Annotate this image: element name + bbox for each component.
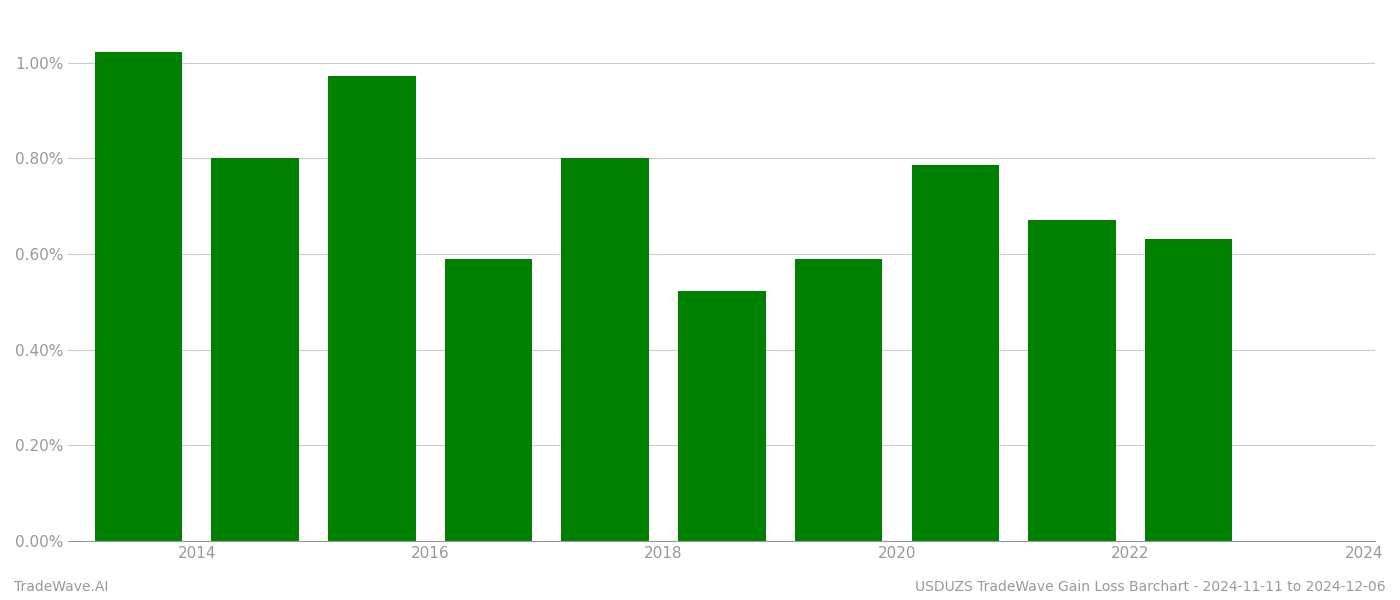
Text: USDUZS TradeWave Gain Loss Barchart - 2024-11-11 to 2024-12-06: USDUZS TradeWave Gain Loss Barchart - 20… bbox=[916, 580, 1386, 594]
Bar bbox=[795, 259, 882, 541]
Bar bbox=[211, 158, 298, 541]
Bar bbox=[445, 259, 532, 541]
Text: TradeWave.AI: TradeWave.AI bbox=[14, 580, 108, 594]
Bar bbox=[1145, 239, 1232, 541]
Bar bbox=[911, 165, 1000, 541]
Bar bbox=[678, 290, 766, 541]
Bar bbox=[328, 76, 416, 541]
Bar bbox=[95, 52, 182, 541]
Bar bbox=[1028, 220, 1116, 541]
Bar bbox=[561, 158, 650, 541]
